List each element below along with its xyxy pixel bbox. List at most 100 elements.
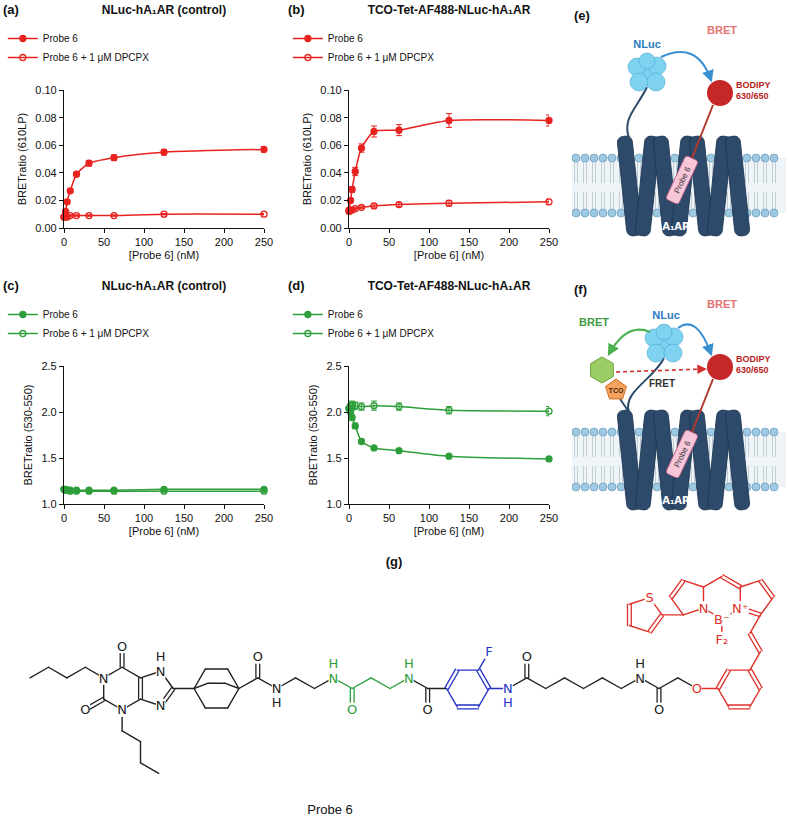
svg-text:150: 150: [175, 236, 193, 248]
svg-text:N⁺: N⁺: [732, 601, 749, 616]
svg-text:Probe 6 + 1 μM DPCPX: Probe 6 + 1 μM DPCPX: [328, 52, 434, 63]
svg-text:250: 250: [255, 236, 273, 248]
svg-text:100: 100: [135, 512, 153, 524]
svg-text:H: H: [503, 695, 513, 710]
svg-text:0.02: 0.02: [320, 194, 341, 206]
svg-text:O: O: [253, 649, 263, 664]
svg-text:NLuc: NLuc: [652, 309, 680, 321]
svg-text:N: N: [328, 671, 338, 686]
svg-text:2.5: 2.5: [41, 360, 56, 372]
svg-text:A₁AR: A₁AR: [662, 221, 690, 232]
svg-text:O: O: [117, 639, 127, 654]
svg-text:TCO: TCO: [609, 387, 624, 394]
svg-text:BRET: BRET: [707, 298, 737, 310]
svg-text:0.08: 0.08: [320, 112, 341, 124]
svg-text:(f): (f): [574, 282, 587, 297]
svg-text:H: H: [328, 656, 338, 671]
svg-text:N: N: [156, 664, 166, 679]
svg-text:BRET: BRET: [579, 316, 609, 328]
svg-text:Probe 6: Probe 6: [43, 33, 78, 44]
svg-text:0: 0: [61, 236, 67, 248]
svg-text:50: 50: [98, 236, 110, 248]
svg-text:100: 100: [420, 236, 438, 248]
svg-text:250: 250: [540, 236, 558, 248]
svg-text:0: 0: [61, 512, 67, 524]
svg-text:Probe 6: Probe 6: [43, 309, 78, 320]
svg-text:0.06: 0.06: [320, 139, 341, 151]
svg-text:BRETratio (530-550): BRETratio (530-550): [307, 385, 319, 486]
svg-text:200: 200: [500, 512, 518, 524]
svg-text:[Probe 6] (nM): [Probe 6] (nM): [414, 525, 484, 537]
svg-text:N: N: [503, 681, 513, 696]
svg-text:150: 150: [460, 236, 478, 248]
svg-text:S: S: [645, 590, 653, 605]
svg-text:NLuc-hA₁AR (control): NLuc-hA₁AR (control): [102, 3, 226, 17]
svg-text:N: N: [635, 671, 645, 686]
svg-text:50: 50: [383, 512, 395, 524]
svg-text:100: 100: [420, 512, 438, 524]
svg-text:BODIPY: BODIPY: [736, 354, 771, 364]
svg-text:O: O: [692, 681, 702, 696]
svg-text:0.00: 0.00: [35, 222, 56, 234]
svg-text:200: 200: [215, 236, 233, 248]
svg-text:BRETratio (610LP): BRETratio (610LP): [16, 113, 28, 206]
svg-text:B⁻: B⁻: [714, 612, 730, 627]
svg-text:H: H: [635, 656, 645, 671]
svg-text:N: N: [699, 601, 709, 616]
svg-text:BODIPY: BODIPY: [736, 80, 771, 90]
svg-text:(g): (g): [386, 554, 403, 569]
svg-text:BRET: BRET: [707, 24, 737, 36]
svg-text:TCO-Tet-AF488-NLuc-hA₁AR: TCO-Tet-AF488-NLuc-hA₁AR: [368, 279, 531, 293]
svg-text:NLuc: NLuc: [633, 38, 661, 50]
svg-text:O: O: [522, 649, 532, 664]
svg-text:N: N: [117, 702, 127, 717]
svg-text:1.0: 1.0: [41, 498, 56, 510]
svg-text:Probe 6: Probe 6: [672, 165, 692, 195]
svg-text:N: N: [99, 671, 109, 686]
svg-text:Probe 6: Probe 6: [672, 439, 692, 469]
svg-text:50: 50: [383, 236, 395, 248]
svg-text:O: O: [654, 702, 664, 717]
svg-text:1.0: 1.0: [326, 498, 341, 510]
svg-text:150: 150: [175, 512, 193, 524]
svg-text:50: 50: [98, 512, 110, 524]
svg-text:1.5: 1.5: [326, 452, 341, 464]
svg-text:O: O: [347, 702, 357, 717]
svg-text:Probe 6: Probe 6: [328, 33, 363, 44]
svg-text:F₂: F₂: [716, 632, 729, 647]
svg-text:250: 250: [540, 512, 558, 524]
svg-text:0.04: 0.04: [320, 167, 341, 179]
svg-text:0.08: 0.08: [35, 112, 56, 124]
svg-text:0.10: 0.10: [320, 84, 341, 96]
svg-text:FRET: FRET: [649, 378, 675, 389]
svg-text:BRETratio (610LP): BRETratio (610LP): [301, 113, 313, 206]
svg-text:H: H: [156, 649, 166, 664]
svg-text:BRETratio (530-550): BRETratio (530-550): [22, 385, 34, 486]
svg-text:A₁AR: A₁AR: [662, 495, 690, 506]
svg-text:NLuc-hA₁AR (control): NLuc-hA₁AR (control): [102, 279, 226, 293]
svg-text:[Probe 6] (nM): [Probe 6] (nM): [129, 525, 199, 537]
svg-text:150: 150: [460, 512, 478, 524]
svg-text:Probe 6 + 1 μM DPCPX: Probe 6 + 1 μM DPCPX: [43, 52, 149, 63]
svg-text:200: 200: [500, 236, 518, 248]
svg-text:Probe 6: Probe 6: [307, 802, 353, 817]
svg-text:Probe 6: Probe 6: [328, 309, 363, 320]
svg-text:0.10: 0.10: [35, 84, 56, 96]
svg-text:H: H: [404, 656, 414, 671]
svg-text:O: O: [80, 702, 90, 717]
svg-text:0.02: 0.02: [35, 194, 56, 206]
svg-text:100: 100: [135, 236, 153, 248]
svg-text:O: O: [423, 702, 433, 717]
svg-text:Probe 6 + 1 μM DPCPX: Probe 6 + 1 μM DPCPX: [328, 328, 434, 339]
svg-text:Probe 6 + 1 μM DPCPX: Probe 6 + 1 μM DPCPX: [43, 328, 149, 339]
svg-text:0: 0: [346, 512, 352, 524]
svg-text:N: N: [272, 681, 282, 696]
svg-text:250: 250: [255, 512, 273, 524]
svg-text:[Probe 6] (nM): [Probe 6] (nM): [129, 249, 199, 261]
svg-text:N: N: [404, 671, 414, 686]
svg-text:H: H: [272, 695, 282, 710]
svg-text:F: F: [485, 644, 492, 659]
svg-text:630/650: 630/650: [736, 91, 769, 101]
svg-text:TCO-Tet-AF488-NLuc-hA₁AR: TCO-Tet-AF488-NLuc-hA₁AR: [368, 3, 531, 17]
svg-text:2.5: 2.5: [326, 360, 341, 372]
